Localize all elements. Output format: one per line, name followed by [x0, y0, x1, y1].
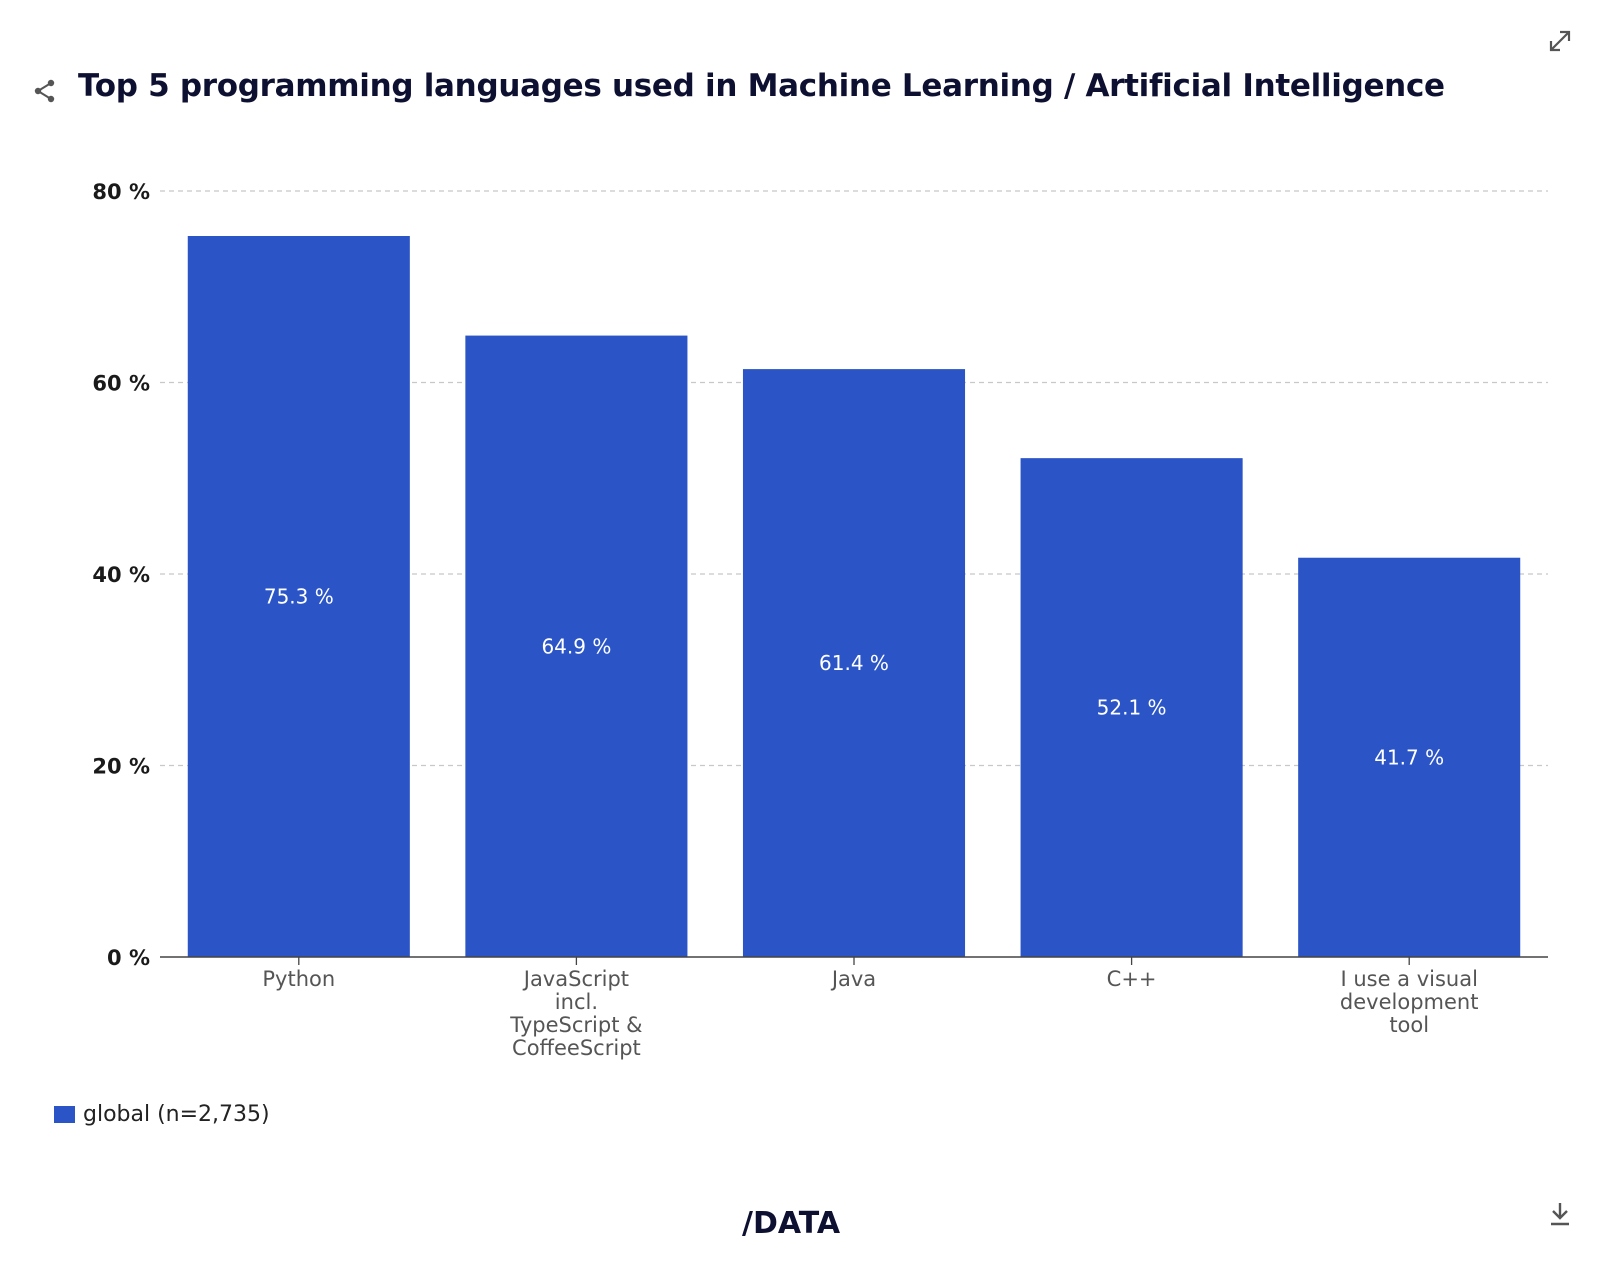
y-axis: 0 % 20 % 40 % 60 % 80 %	[92, 180, 150, 970]
expand-icon	[1549, 30, 1571, 52]
idata-logo: /DATA	[742, 1206, 841, 1241]
y-tick-label: 60 %	[92, 372, 150, 396]
x-tick-label: I use a visual development tool	[1340, 967, 1479, 1037]
bar[interactable]	[1298, 557, 1521, 957]
x-tick-label: JavaScript incl. TypeScript & CoffeeScript	[509, 967, 642, 1060]
data-label: 64.9 %	[541, 634, 611, 658]
bar-chart: 75.3 % 64.9 % 61.4 % 52.1 % 41.7 % Python Java…	[92, 180, 1548, 1060]
bar[interactable]	[187, 236, 410, 957]
bars	[187, 236, 1521, 958]
bar[interactable]	[465, 335, 688, 957]
legend-swatch	[54, 1106, 75, 1123]
expand-button[interactable]	[1547, 28, 1573, 54]
bar[interactable]	[1020, 458, 1243, 957]
share-icon	[34, 79, 55, 103]
x-tick-label: Java	[830, 967, 876, 991]
share-button[interactable]	[32, 78, 58, 104]
y-tick-label: 80 %	[92, 180, 150, 204]
brand-logo: /DATA	[742, 1206, 862, 1241]
y-tick-label: 0 %	[107, 946, 150, 970]
bar[interactable]	[742, 369, 966, 958]
y-tick-label: 40 %	[92, 563, 150, 587]
chart-title: Top 5 programming languages used in Mach…	[78, 68, 1445, 104]
brand-logo-text: /DATA	[742, 1206, 841, 1238]
x-tick-label: C++	[1107, 967, 1157, 991]
legend-label: global (n=2,735)	[83, 1102, 270, 1127]
download-icon	[1551, 1203, 1569, 1226]
legend: global (n=2,735)	[54, 1102, 270, 1127]
x-axis: Python JavaScript incl. TypeScript & CoffeeS…	[160, 956, 1548, 1060]
data-label: 41.7 %	[1374, 745, 1444, 769]
data-labels: 75.3 % 64.9 % 61.4 % 52.1 % 41.7 %	[264, 585, 1444, 770]
data-label: 61.4 %	[819, 651, 889, 675]
data-label: 75.3 %	[264, 585, 334, 609]
download-button[interactable]	[1547, 1200, 1573, 1228]
x-tick-label: Python	[262, 967, 335, 991]
y-tick-label: 20 %	[92, 755, 150, 779]
data-label: 52.1 %	[1097, 696, 1167, 720]
